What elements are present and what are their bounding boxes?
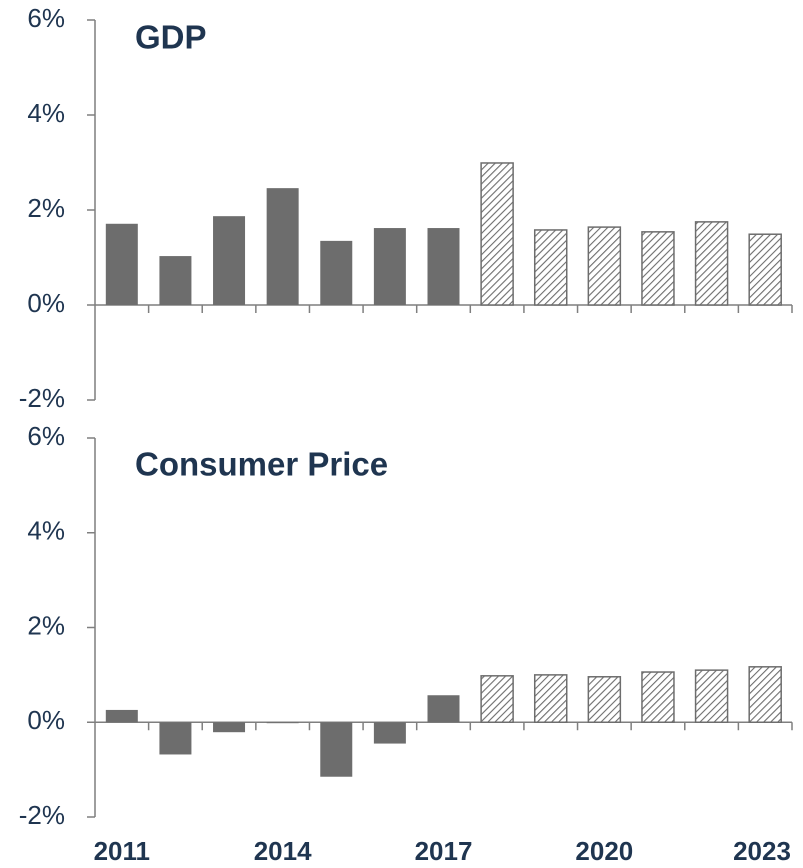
y-tick-label: 4%	[27, 516, 65, 546]
bar	[373, 722, 406, 744]
bar	[266, 722, 299, 724]
bar	[748, 233, 782, 306]
bar	[748, 666, 782, 723]
bar	[320, 240, 353, 305]
chart-title: Consumer Price	[135, 446, 388, 483]
x-tick-label: 2014	[254, 836, 312, 866]
bar	[320, 722, 353, 777]
bar	[641, 671, 675, 723]
bar	[694, 221, 729, 306]
bar	[105, 709, 138, 723]
bar	[480, 162, 514, 306]
x-tick-label: 2017	[415, 836, 473, 866]
bar	[694, 669, 729, 724]
x-tick-label: 2023	[733, 836, 791, 866]
y-tick-label: 2%	[27, 610, 65, 640]
y-tick-label: 0%	[27, 705, 65, 735]
bar	[427, 695, 460, 723]
x-tick-label: 2011	[94, 836, 150, 866]
bar	[266, 188, 299, 305]
bar	[105, 223, 138, 305]
chart-title: GDP	[135, 19, 207, 56]
y-tick-label: -2%	[19, 383, 65, 413]
bar	[159, 256, 192, 305]
bar	[480, 675, 514, 724]
y-tick-label: -2%	[19, 800, 65, 830]
bar	[533, 674, 568, 723]
x-tick-label: 2020	[575, 836, 633, 866]
y-tick-label: 0%	[27, 288, 65, 318]
y-tick-label: 6%	[27, 421, 65, 451]
y-tick-label: 6%	[27, 3, 65, 33]
bar	[213, 722, 246, 733]
y-tick-label: 4%	[27, 98, 65, 128]
bar	[587, 226, 622, 306]
bar	[533, 229, 568, 306]
bar	[641, 231, 675, 306]
y-tick-label: 2%	[27, 193, 65, 223]
bar	[587, 676, 622, 724]
bar	[213, 216, 246, 305]
bar	[373, 228, 406, 305]
bar	[159, 722, 192, 755]
bar	[427, 228, 460, 305]
